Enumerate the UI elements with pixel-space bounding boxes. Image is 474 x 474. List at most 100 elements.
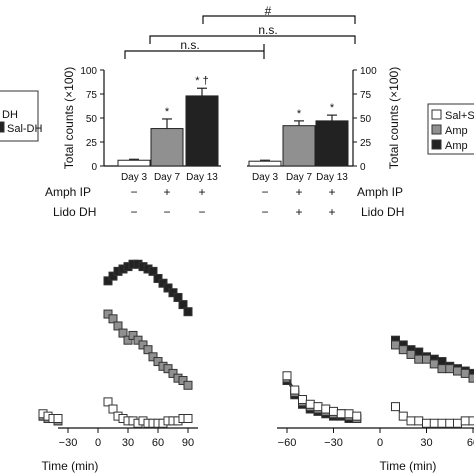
series-point-4 [178, 376, 188, 386]
series-point-5 [414, 416, 424, 426]
legend-right-swatch-1 [431, 109, 442, 120]
bottom-right-xlabel: Time (min) [380, 459, 437, 473]
x-tick-label: 90 [182, 437, 194, 449]
bar-chart-left: Total counts (×100) 0 25 50 75 100 * * † Day … [62, 66, 221, 183]
series-point-3 [183, 307, 193, 317]
line-chart-bottom-left: −30 0 30 60 90 [38, 259, 198, 449]
y-tick-label: 0 [91, 162, 97, 173]
series-point-2 [298, 395, 307, 405]
y-tick-label: 75 [360, 90, 372, 101]
x-tick-label: 30 [122, 437, 134, 449]
series-point-5 [460, 416, 470, 426]
bracket-hash [202, 15, 356, 24]
row-label-lido-left: Lido DH [53, 205, 96, 219]
series-point-5 [108, 404, 118, 414]
bracket-label-hash: # [265, 4, 272, 18]
series-point-4 [453, 366, 462, 376]
bar-left-bars: * * † [117, 75, 219, 167]
legend-left-item-1: DH [2, 109, 18, 121]
y-tick-label: 50 [360, 114, 372, 125]
category-label: Day 3 [252, 172, 279, 183]
x-tick-label: 0 [95, 437, 101, 449]
series-point-4 [168, 368, 178, 378]
y-tick-label: 25 [86, 138, 98, 149]
legend-right-item-3: Amp [445, 140, 468, 152]
series-point-4 [128, 330, 138, 340]
legend-right-item-2: Amp [445, 125, 468, 137]
x-tick-label: −60 [278, 437, 297, 449]
significance-marker: * [165, 106, 170, 118]
x-tick-label: 60 [467, 437, 474, 449]
significance-marker: * [297, 108, 302, 120]
bar-day-3 [248, 160, 282, 167]
series-point-4 [391, 340, 400, 350]
bar-left-xlabels: Day 3 Day 7 Day 13 [121, 172, 218, 183]
amph-sign-left: + [198, 185, 205, 199]
y-tick-label: 0 [360, 162, 366, 173]
x-tick-label: −30 [324, 437, 343, 449]
significance-marker: * [330, 102, 335, 114]
series-point-2 [282, 371, 292, 381]
series-point-5 [391, 402, 400, 412]
x-tick-label: −30 [59, 437, 78, 449]
series-point-2 [329, 406, 338, 416]
series-point-3 [163, 283, 173, 293]
series-point-4 [163, 364, 173, 374]
amph-sign-right: + [328, 185, 335, 199]
significance-marker: * † [195, 75, 208, 87]
series-point-4 [460, 368, 470, 378]
series-point-4 [422, 354, 431, 364]
row-label-amph-left: Amph IP [45, 185, 91, 199]
bar-right-bars: * * [248, 102, 349, 167]
legend-left: DH Sal-DH [0, 90, 43, 142]
series-point-4 [138, 340, 148, 350]
series-point-3 [148, 266, 158, 276]
series-point-3 [178, 300, 188, 310]
series-point-3 [168, 288, 178, 298]
x-tick-label: 30 [420, 437, 432, 449]
category-label: Day 3 [121, 172, 148, 183]
y-tick-label: 25 [360, 138, 372, 149]
bracket-label-ns-top: n.s. [258, 23, 277, 37]
bar-left-yticks: 0 25 50 75 100 [80, 66, 104, 173]
series-point-5 [422, 418, 431, 428]
bracket-ns-bottom [124, 50, 265, 59]
series-point-4 [414, 354, 424, 364]
lido-sign-left: − [163, 205, 170, 219]
y-tick-label: 50 [86, 114, 98, 125]
series-point-3 [173, 292, 183, 302]
series-point-2 [344, 409, 354, 419]
series-point-4 [108, 314, 118, 324]
series-point-4 [133, 335, 143, 345]
bar-day-13 [315, 120, 349, 167]
series-point-5 [103, 397, 113, 407]
series-point-5 [406, 416, 416, 426]
series-point-4 [148, 352, 158, 362]
lido-sign-left: − [198, 205, 205, 219]
bar-right-yticks: 0 25 50 75 100 [353, 66, 377, 173]
legend-left-item-2: Sal-DH [7, 123, 43, 135]
bar-right-xlabels: Day 3 Day 7 Day 13 [252, 172, 348, 183]
series-point-4 [113, 321, 123, 331]
series-point-4 [398, 345, 408, 355]
bracket-ns-top [149, 35, 356, 44]
series-point-2 [305, 399, 315, 409]
significance-brackets [124, 15, 356, 59]
y-tick-label: 75 [86, 90, 98, 101]
amph-sign-right: + [295, 185, 302, 199]
bar-day-3 [117, 159, 151, 167]
legend-right-item-1: Sal+S [445, 110, 474, 122]
x-tick-label: 60 [152, 437, 164, 449]
series-point-2 [53, 414, 63, 424]
bottom-left-xlabel: Time (min) [42, 459, 99, 473]
series-point-2 [290, 385, 300, 395]
amph-sign-left: − [130, 185, 137, 199]
series-point-4 [143, 345, 153, 355]
row-label-lido-right: Lido DH [361, 205, 404, 219]
category-label: Day 7 [286, 172, 313, 183]
lido-sign-right: + [328, 205, 335, 219]
series-point-3 [103, 276, 113, 286]
series-point-4 [445, 364, 455, 374]
